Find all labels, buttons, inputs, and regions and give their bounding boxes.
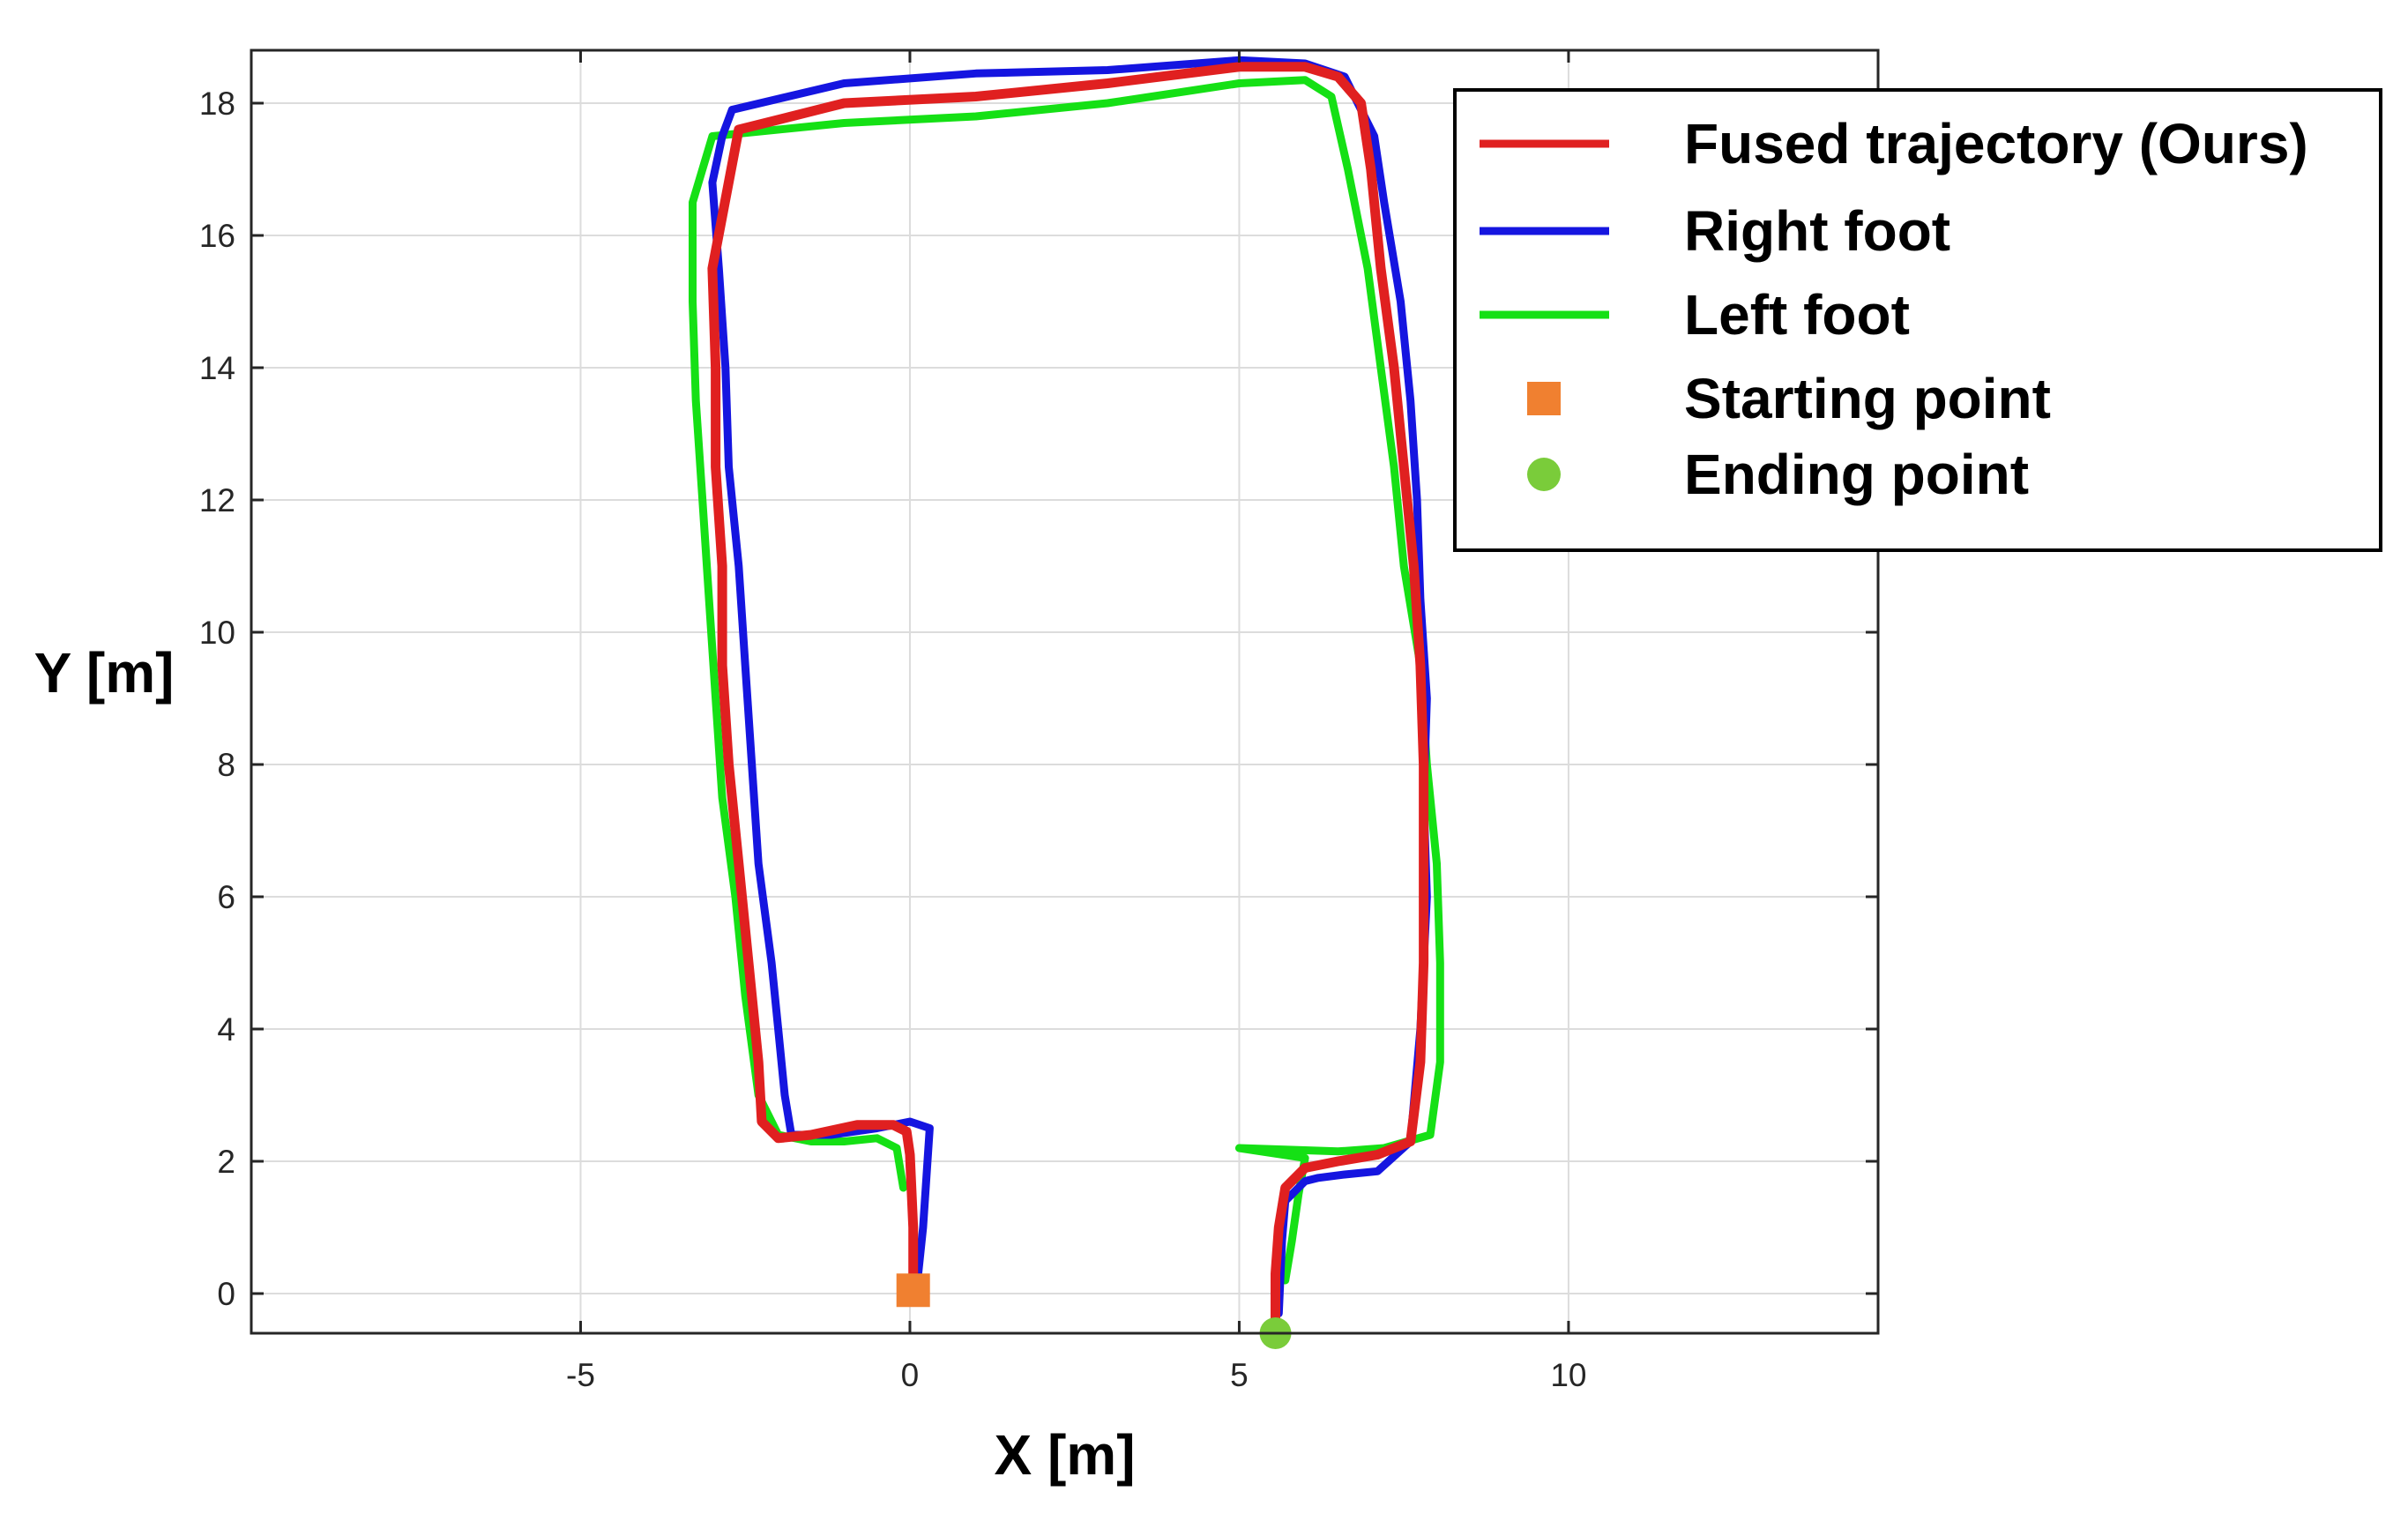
legend-label: Left foot [1684, 283, 1910, 347]
series-line-fused-trajectory-ours [707, 62, 1429, 1331]
y-axis-label: Y [m] [34, 641, 175, 705]
legend-label: Fused trajectory (Ours) [1684, 112, 2308, 175]
y-tick-label: 0 [217, 1276, 235, 1312]
y-tick-label: 4 [217, 1011, 235, 1048]
x-tick-label: 0 [901, 1357, 920, 1393]
legend-entry: Left foot [1480, 283, 1910, 347]
y-tick-label: 16 [199, 218, 235, 254]
x-axis-label: X [m] [995, 1423, 1136, 1487]
axes-box [250, 48, 1880, 1335]
legend-box [1453, 88, 2382, 552]
legend-entries: Fused trajectory (Ours) Right foot Left fo… [1480, 112, 2308, 506]
legend-entry: Starting point [1527, 367, 2051, 430]
y-tick-label: 14 [199, 350, 235, 386]
legend: Fused trajectory (Ours) Right foot Left fo… [1453, 88, 2382, 552]
legend-label: Right foot [1684, 199, 1950, 263]
legend-square-swatch [1527, 382, 1561, 415]
y-tick-label: 2 [217, 1144, 235, 1180]
legend-entry: Fused trajectory (Ours) [1480, 112, 2308, 175]
legend-label: Ending point [1684, 443, 2029, 506]
starting-point-marker [896, 1273, 930, 1308]
y-tick-label: 10 [199, 615, 235, 651]
legend-entry: Right foot [1480, 199, 1950, 263]
legend-entry: Ending point [1527, 443, 2029, 506]
y-tick-label: 18 [199, 86, 235, 122]
y-tick-label: 8 [217, 747, 235, 783]
x-tick-label: -5 [566, 1357, 595, 1393]
y-tick-label: 12 [199, 482, 235, 518]
y-tick-label: 6 [217, 879, 235, 915]
legend-label: Starting point [1684, 367, 2051, 430]
axis-ticks: -5 0 5 10 0 2 4 6 8 10 12 14 16 18 [199, 50, 1878, 1393]
legend-circle-swatch [1527, 458, 1561, 491]
x-tick-label: 5 [1230, 1357, 1249, 1393]
x-tick-label: 10 [1550, 1357, 1586, 1393]
series-lines [689, 56, 1444, 1331]
